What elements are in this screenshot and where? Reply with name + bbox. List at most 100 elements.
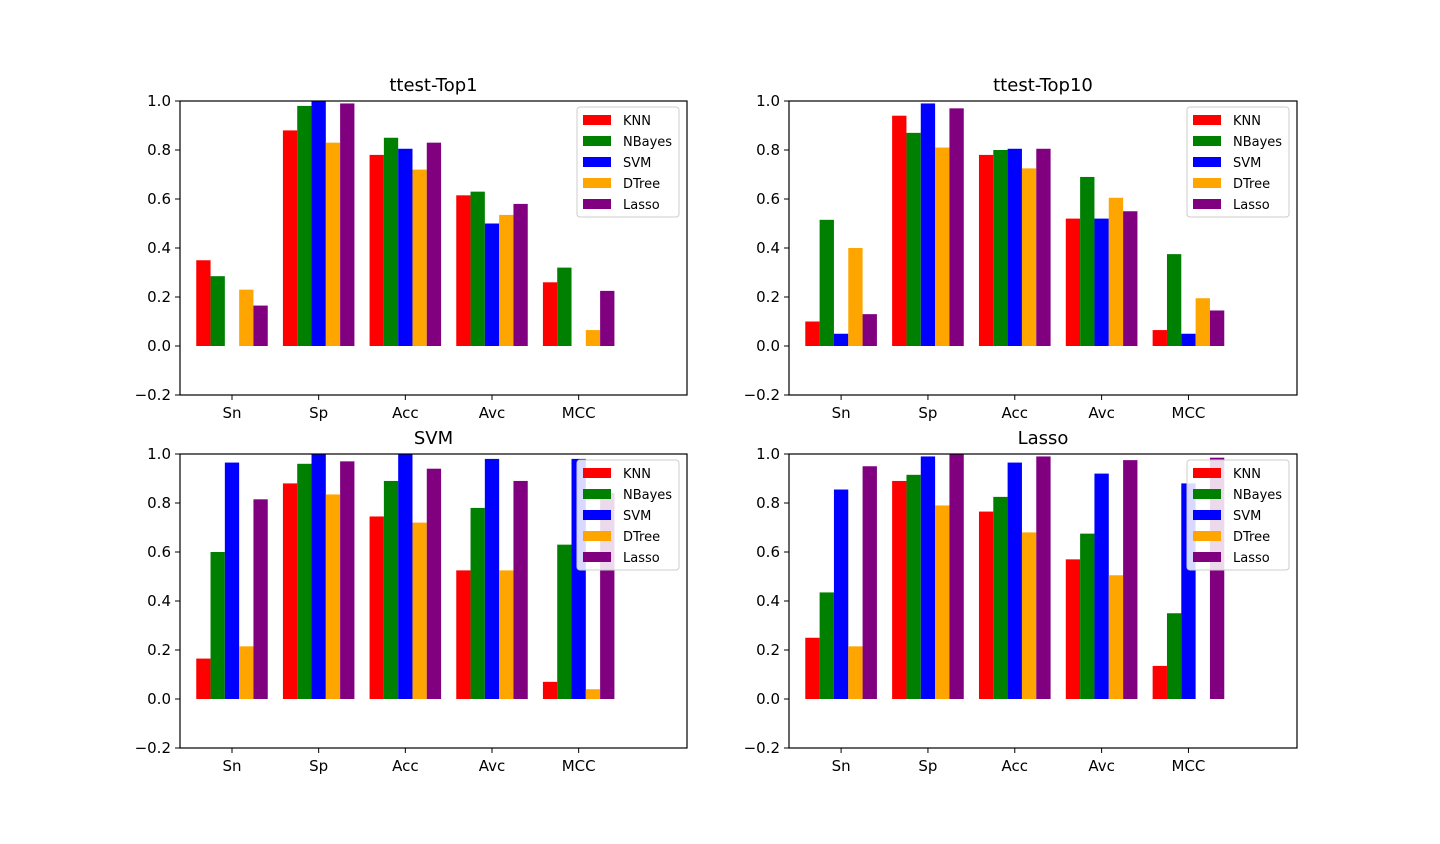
legend-label-nbayes: NBayes <box>623 135 672 150</box>
y-tick-label: 0.6 <box>756 543 780 561</box>
x-tick-label-mcc: MCC <box>1172 757 1206 775</box>
x-tick-label-mcc: MCC <box>562 757 596 775</box>
legend-box <box>1186 459 1290 571</box>
bar-nbayes-mcc <box>1166 254 1182 347</box>
legend-swatch-dtree <box>583 531 611 541</box>
legend-swatch-svm <box>583 157 611 167</box>
y-tick-label: −0.2 <box>135 386 171 404</box>
legend-swatch-dtree <box>1193 531 1221 541</box>
bar-lasso-acc <box>426 142 442 346</box>
legend-swatch-knn <box>583 468 611 478</box>
bar-svm-sp <box>311 101 326 346</box>
bar-lasso-sn <box>253 499 268 699</box>
bar-dtree-sp <box>325 142 341 346</box>
bar-knn-sn <box>805 637 820 699</box>
bar-lasso-sp <box>949 454 964 699</box>
bar-nbayes-sp <box>297 105 312 347</box>
x-tick-label-mcc: MCC <box>562 404 596 422</box>
bar-nbayes-acc <box>383 137 399 346</box>
bar-svm-sp <box>920 103 936 346</box>
x-tick-label-sp: Sp <box>918 757 937 775</box>
x-tick-label-sp: Sp <box>918 404 937 422</box>
x-tick-label-acc: Acc <box>392 757 419 775</box>
bar-nbayes-avc <box>1080 533 1095 700</box>
legend-box <box>576 459 680 571</box>
y-tick-label: 0.0 <box>147 690 171 708</box>
x-tick-label-acc: Acc <box>392 404 419 422</box>
bar-nbayes-sn <box>819 219 834 346</box>
legend-label-knn: KNN <box>1233 467 1261 482</box>
y-tick-label: 0.0 <box>756 690 780 708</box>
bar-dtree-sp <box>935 505 950 699</box>
bar-knn-avc <box>456 570 471 700</box>
y-tick-label: 0.2 <box>756 288 780 306</box>
chart-title: ttest-Top1 <box>389 75 477 96</box>
legend-label-svm: SVM <box>623 509 651 524</box>
x-tick-label-acc: Acc <box>1002 404 1029 422</box>
y-tick-label: 1.0 <box>147 445 171 463</box>
bar-svm-sn <box>833 489 849 699</box>
bar-knn-sn <box>196 658 211 699</box>
y-tick-label: −0.2 <box>135 739 171 757</box>
y-tick-label: −0.2 <box>744 386 780 404</box>
bar-knn-sn <box>196 260 211 346</box>
bar-dtree-sn <box>239 289 254 346</box>
y-tick-label: −0.2 <box>744 739 780 757</box>
bar-nbayes-mcc <box>557 267 572 346</box>
chart-panel-2: SVM −0.2 0.0 0.2 0.4 0.6 0.8 1.0 Sn Sp Acc Avc MCC KN… <box>135 428 688 775</box>
y-tick-label: 0.4 <box>147 592 171 610</box>
bar-lasso-avc <box>1123 460 1138 700</box>
bar-dtree-acc <box>1021 532 1037 699</box>
bar-nbayes-sn <box>819 592 834 699</box>
x-tick-label-sn: Sn <box>832 404 851 422</box>
bar-svm-sn <box>224 462 240 699</box>
bar-dtree-sp <box>935 147 950 346</box>
legend-label-svm: SVM <box>623 156 651 171</box>
bar-nbayes-mcc <box>557 544 572 699</box>
legend: KNN NBayes SVM DTree Lasso <box>576 459 680 571</box>
legend-label-knn: KNN <box>623 467 651 482</box>
y-tick-label: 0.4 <box>756 239 780 257</box>
bar-dtree-acc <box>412 522 427 699</box>
bar-lasso-sp <box>340 461 355 699</box>
legend-label-dtree: DTree <box>1233 530 1270 545</box>
bar-knn-sp <box>282 130 298 346</box>
bar-lasso-mcc <box>600 290 615 347</box>
x-tick-label-sn: Sn <box>832 757 851 775</box>
legend-label-nbayes: NBayes <box>1233 488 1282 503</box>
bar-lasso-acc <box>426 468 442 699</box>
bar-knn-avc <box>1065 218 1081 346</box>
bar-lasso-sn <box>862 466 877 699</box>
legend-label-lasso: Lasso <box>623 198 660 213</box>
x-tick-label-sn: Sn <box>222 757 241 775</box>
legend-swatch-svm <box>1193 510 1221 520</box>
legend-label-svm: SVM <box>1233 509 1261 524</box>
bar-dtree-avc <box>1108 575 1124 699</box>
y-tick-label: 0.6 <box>147 190 171 208</box>
bar-nbayes-avc <box>1080 176 1095 346</box>
y-tick-label: 0.8 <box>756 494 780 512</box>
legend-swatch-dtree <box>1193 178 1221 188</box>
bar-dtree-avc <box>499 570 514 700</box>
legend-swatch-nbayes <box>1193 136 1221 146</box>
bar-nbayes-acc <box>383 480 399 699</box>
y-tick-label: 0.8 <box>756 141 780 159</box>
y-tick-label: 0.6 <box>147 543 171 561</box>
bar-lasso-avc <box>513 203 528 346</box>
legend-box <box>1186 106 1290 218</box>
bar-svm-avc <box>1094 218 1109 346</box>
legend-swatch-lasso <box>1193 199 1221 209</box>
bar-dtree-mcc <box>585 330 601 346</box>
bar-lasso-avc <box>1123 211 1138 346</box>
bar-lasso-sn <box>862 314 877 346</box>
legend-label-lasso: Lasso <box>623 551 660 566</box>
bar-lasso-acc <box>1036 456 1051 699</box>
legend-label-svm: SVM <box>1233 156 1261 171</box>
bar-dtree-sp <box>325 494 341 699</box>
bar-knn-sp <box>282 483 298 699</box>
legend-swatch-knn <box>1193 468 1221 478</box>
y-tick-label: 0.4 <box>147 239 171 257</box>
bar-svm-mcc <box>1181 333 1196 346</box>
